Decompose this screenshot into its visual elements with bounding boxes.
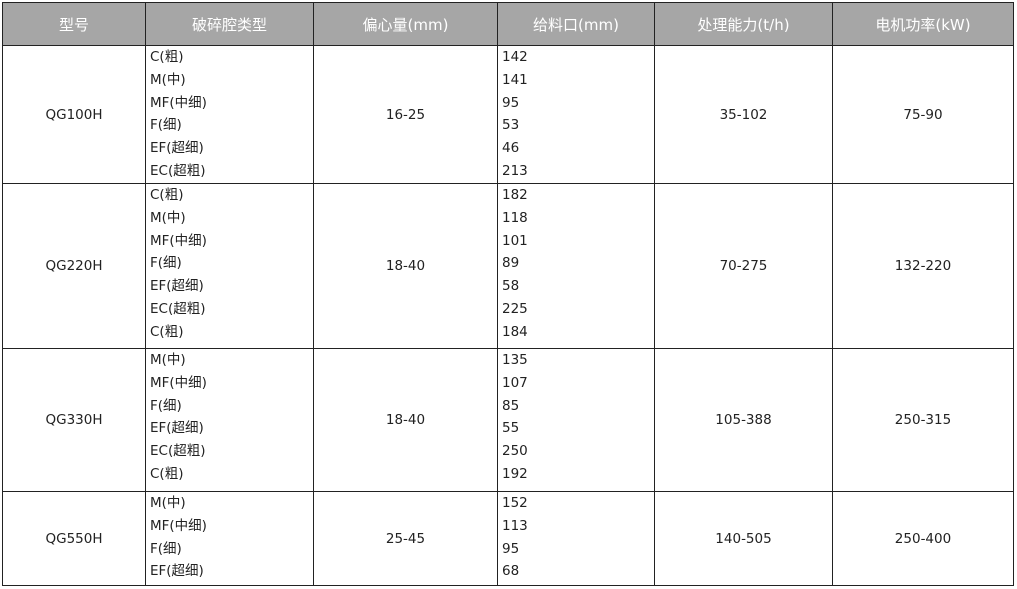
cavity-cell-item: EF(超细) — [150, 278, 204, 295]
model-cell: QG330H — [2, 348, 146, 492]
cavity-cell-item: C(粗) — [150, 323, 184, 340]
table-row: QG330H M(中) MF(中细) F(细) EF(超细) EC(超粗) C(粗) 18-4… — [2, 348, 1014, 492]
cavity-cell: C(粗) M(中) MF(中细) F(细) EF(超细) EC(超粗) — [145, 45, 314, 184]
cavity-cell-item: MF(中细) — [150, 374, 207, 391]
cavity-cell-item: F(细) — [150, 397, 182, 414]
eccentric-cell: 16-25 — [313, 45, 498, 184]
capacity-cell: 35-102 — [654, 45, 833, 184]
feed-cell: 135 107 85 55 250 192 — [497, 348, 655, 492]
cavity-cell-item: F(细) — [150, 255, 182, 272]
feed-cell-item: 135 — [502, 352, 528, 368]
cavity-cell-item: EC(超粗) — [150, 300, 206, 317]
model-cell: QG100H — [2, 45, 146, 184]
feed-cell-item: 101 — [502, 232, 528, 249]
feed-cell-item: 95 — [502, 540, 520, 557]
cavity-cell-item: M(中) — [150, 209, 186, 226]
power-cell: 132-220 — [832, 183, 1014, 349]
feed-cell-item: 53 — [502, 117, 520, 134]
cavity-cell-item: F(细) — [150, 117, 182, 134]
power-cell: 75-90 — [832, 45, 1014, 184]
power-cell: 250-400 — [832, 491, 1014, 586]
capacity-cell: 140-505 — [654, 491, 833, 586]
cavity-cell-item: M(中) — [150, 495, 186, 511]
eccentric-cell: 18-40 — [313, 348, 498, 492]
cavity-cell-item: EF(超细) — [150, 420, 204, 437]
column-header: 给料口(mm) — [497, 2, 655, 46]
feed-cell-item: 182 — [502, 187, 528, 203]
column-header: 型号 — [2, 2, 146, 46]
table-row: QG550H M(中) MF(中细) F(细) EF(超细) 25-45 152 113 95 6… — [2, 491, 1014, 586]
header-row: 型号 破碎腔类型 偏心量(mm) 给料口(mm) 处理能力(t/h) 电机功率(kW) — [2, 2, 1014, 46]
feed-cell-item: 118 — [502, 209, 528, 226]
cavity-cell: C(粗) M(中) MF(中细) F(细) EF(超细) EC(超粗) C(粗) — [145, 183, 314, 349]
feed-cell-item: 250 — [502, 443, 528, 460]
cavity-cell-item: EC(超粗) — [150, 443, 206, 460]
capacity-cell: 105-388 — [654, 348, 833, 492]
table-row: QG100H C(粗) M(中) MF(中细) F(细) EF(超细) EC(超粗) 16-2… — [2, 45, 1014, 184]
feed-cell: 142 141 95 53 46 213 — [497, 45, 655, 184]
column-header: 破碎腔类型 — [145, 2, 314, 46]
cavity-cell-item: EF(超细) — [150, 563, 204, 580]
capacity-cell: 70-275 — [654, 183, 833, 349]
cavity-cell: M(中) MF(中细) F(细) EF(超细) EC(超粗) C(粗) — [145, 348, 314, 492]
feed-cell-item: 58 — [502, 278, 520, 295]
feed-cell-item: 141 — [502, 71, 528, 88]
feed-cell: 182 118 101 89 58 225 184 — [497, 183, 655, 349]
cavity-cell-item: EF(超细) — [150, 140, 204, 157]
eccentric-cell: 18-40 — [313, 183, 498, 349]
cavity-cell-item: F(细) — [150, 540, 182, 557]
feed-cell-item: 225 — [502, 300, 528, 317]
feed-cell-item: 46 — [502, 140, 520, 157]
feed-cell-item: 113 — [502, 517, 528, 534]
feed-cell-item: 142 — [502, 49, 528, 65]
cavity-cell-item: M(中) — [150, 71, 186, 88]
cavity-cell-item: MF(中细) — [150, 232, 207, 249]
column-header: 偏心量(mm) — [313, 2, 498, 46]
power-cell: 250-315 — [832, 348, 1014, 492]
table-row: QG220H C(粗) M(中) MF(中细) F(细) EF(超细) EC(超粗) C(粗)… — [2, 183, 1014, 349]
cavity-cell-item: C(粗) — [150, 49, 184, 65]
feed-cell-item: 89 — [502, 255, 520, 272]
cavity-cell-item: C(粗) — [150, 465, 184, 482]
cavity-cell-item: MF(中细) — [150, 94, 207, 111]
feed-cell-item: 107 — [502, 374, 528, 391]
model-cell: QG220H — [2, 183, 146, 349]
feed-cell-item: 68 — [502, 563, 520, 580]
cavity-cell-item: MF(中细) — [150, 517, 207, 534]
feed-cell-item: 152 — [502, 495, 528, 511]
feed-cell: 152 113 95 68 — [497, 491, 655, 586]
feed-cell-item: 85 — [502, 397, 520, 414]
cavity-cell-item: C(粗) — [150, 187, 184, 203]
feed-cell-item: 55 — [502, 420, 520, 437]
feed-cell-item: 184 — [502, 323, 528, 340]
cavity-cell: M(中) MF(中细) F(细) EF(超细) — [145, 491, 314, 586]
feed-cell-item: 95 — [502, 94, 520, 111]
eccentric-cell: 25-45 — [313, 491, 498, 586]
column-header: 电机功率(kW) — [832, 2, 1014, 46]
feed-cell-item: 192 — [502, 465, 528, 482]
cavity-cell-item: EC(超粗) — [150, 162, 206, 179]
column-header: 处理能力(t/h) — [654, 2, 833, 46]
cavity-cell-item: M(中) — [150, 352, 186, 368]
feed-cell-item: 213 — [502, 162, 528, 179]
model-cell: QG550H — [2, 491, 146, 586]
